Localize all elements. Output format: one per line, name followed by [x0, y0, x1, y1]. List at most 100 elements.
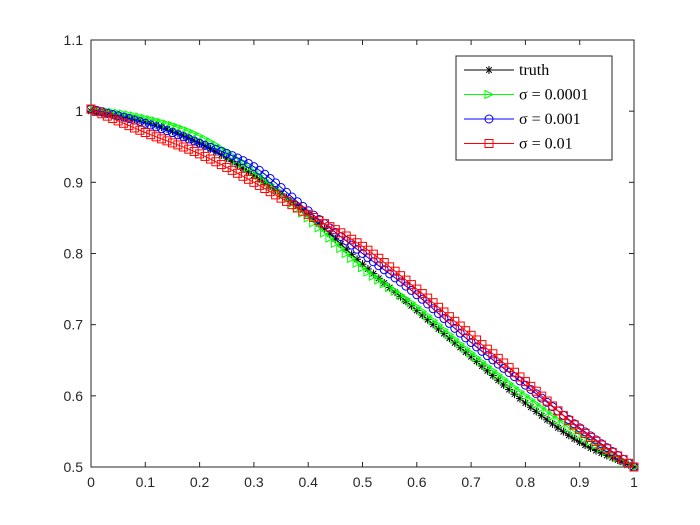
x-tick-label: 0	[87, 474, 95, 490]
data-point	[140, 128, 150, 138]
data-point	[564, 422, 574, 433]
y-tick-label: 0.5	[64, 459, 84, 475]
data-point	[184, 126, 194, 137]
data-point	[157, 124, 167, 134]
data-point	[510, 382, 520, 393]
y-tick-label: 0.9	[64, 174, 84, 190]
data-point	[233, 153, 243, 163]
series-layer	[86, 104, 640, 472]
data-point	[189, 146, 199, 156]
data-point	[309, 217, 319, 228]
x-tick-label: 0.7	[461, 474, 481, 490]
data-point	[406, 285, 416, 295]
data-point	[472, 342, 482, 352]
data-point	[298, 206, 308, 216]
data-point	[135, 117, 145, 127]
data-point	[553, 423, 562, 432]
data-point	[151, 122, 161, 132]
data-point	[493, 353, 503, 363]
data-point	[129, 123, 139, 133]
data-point	[238, 156, 248, 166]
data-point	[238, 158, 249, 169]
data-point	[374, 275, 384, 285]
data-point	[124, 114, 134, 124]
x-tick-label: 0.9	[570, 474, 590, 490]
data-point	[222, 148, 232, 158]
data-point	[146, 120, 156, 130]
x-tick-label: 0.5	[353, 474, 373, 490]
data-point	[184, 144, 194, 154]
data-point	[119, 118, 129, 128]
data-point	[531, 399, 542, 409]
data-point	[216, 146, 226, 156]
data-point	[184, 134, 194, 144]
data-point	[428, 304, 438, 314]
data-point	[330, 238, 341, 249]
data-point	[211, 157, 221, 167]
data-point	[271, 190, 281, 200]
data-point	[423, 299, 433, 309]
data-point	[526, 395, 536, 405]
data-point	[390, 286, 401, 297]
data-point	[504, 378, 515, 389]
data-point	[319, 228, 330, 238]
data-point	[553, 415, 564, 425]
data-point	[200, 140, 210, 150]
data-point	[265, 187, 275, 197]
data-point	[558, 419, 569, 429]
x-tick-label: 0.6	[407, 474, 427, 490]
data-point	[515, 372, 525, 382]
data-point	[520, 377, 530, 387]
data-point	[417, 289, 427, 299]
data-point	[401, 293, 412, 304]
data-point	[477, 340, 487, 350]
data-point	[249, 177, 259, 187]
data-point	[102, 111, 112, 121]
data-point	[309, 213, 319, 223]
data-point	[482, 344, 492, 354]
data-point	[222, 162, 232, 172]
data-point	[406, 297, 417, 308]
data-point	[243, 162, 254, 173]
data-point	[178, 124, 189, 134]
data-point	[455, 339, 466, 349]
data-point	[178, 132, 188, 142]
data-point	[450, 323, 460, 333]
data-point	[542, 407, 553, 417]
data-point	[119, 109, 129, 119]
legend-label: σ = 0.0001	[519, 87, 589, 104]
data-point	[548, 411, 558, 421]
data-point	[211, 144, 221, 154]
data-point	[347, 253, 357, 264]
legend-marker	[484, 89, 495, 100]
data-point	[428, 298, 438, 308]
legend-box	[455, 55, 613, 161]
data-point	[271, 178, 281, 188]
data-point	[113, 111, 123, 121]
data-point	[363, 267, 374, 277]
data-point	[347, 234, 357, 244]
data-point	[461, 333, 471, 343]
x-tick-label: 1	[630, 474, 638, 490]
data-point	[292, 203, 302, 213]
data-point	[243, 158, 253, 168]
data-point	[146, 130, 156, 140]
legend-label: σ = 0.001	[519, 111, 581, 128]
data-point	[167, 120, 178, 131]
legend-entry: σ = 0.0001	[464, 87, 589, 104]
data-point	[477, 346, 487, 356]
data-point	[423, 310, 433, 321]
data-point	[200, 151, 210, 161]
data-point	[173, 122, 183, 133]
data-point	[493, 370, 504, 380]
data-point	[444, 329, 455, 340]
data-point	[531, 386, 541, 396]
data-point	[466, 337, 476, 347]
data-point	[113, 116, 123, 126]
data-point	[325, 222, 335, 232]
data-point	[249, 166, 260, 177]
data-point	[352, 258, 363, 268]
legend-label: truth	[519, 62, 549, 79]
